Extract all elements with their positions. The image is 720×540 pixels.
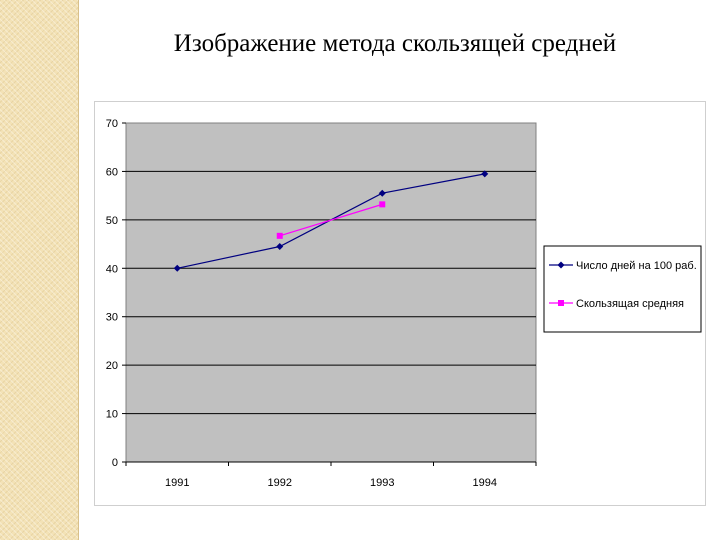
series-0-point-1992 — [276, 242, 284, 250]
legend-swatch-marker-1 — [558, 300, 564, 306]
y-tick-label-30: 30 — [106, 312, 118, 324]
slide-title: Изображение метода скользящей средней — [173, 30, 617, 57]
y-tick-label-10: 10 — [106, 409, 118, 421]
y-tick-label-40: 40 — [106, 263, 118, 275]
y-tick-label-50: 50 — [106, 215, 118, 227]
legend-label-1: Скользящая средняя — [576, 298, 684, 310]
y-tick-label-60: 60 — [106, 166, 118, 178]
series-layer — [173, 170, 489, 272]
y-tick-label-0: 0 — [112, 457, 118, 469]
series-0-point-1991 — [173, 264, 181, 272]
series-1-point-1992 — [276, 232, 283, 239]
legend-box — [543, 245, 702, 333]
y-tick-label-20: 20 — [106, 360, 118, 372]
x-tick-label-1992: 1992 — [268, 477, 292, 489]
series-0-point-1994 — [481, 170, 489, 178]
legend-swatch-marker-0 — [557, 261, 565, 269]
plot-area — [125, 122, 537, 463]
x-tick-label-1991: 1991 — [165, 477, 189, 489]
y-tick-label-70: 70 — [106, 118, 118, 130]
x-tick-label-1993: 1993 — [370, 477, 394, 489]
legend-label-0: Число дней на 100 раб. — [576, 260, 697, 272]
decorative-side-strip — [0, 0, 79, 540]
legend: Число дней на 100 раб. Скользящая средняя — [543, 245, 702, 333]
series-1 — [276, 201, 386, 239]
series-1-point-1993 — [379, 201, 386, 208]
series-0-point-1993 — [378, 189, 386, 197]
x-axis: 1991 1992 1993 1994 — [125, 462, 537, 489]
series-1-line — [279, 203, 383, 237]
x-tick-label-1994: 1994 — [473, 477, 497, 489]
